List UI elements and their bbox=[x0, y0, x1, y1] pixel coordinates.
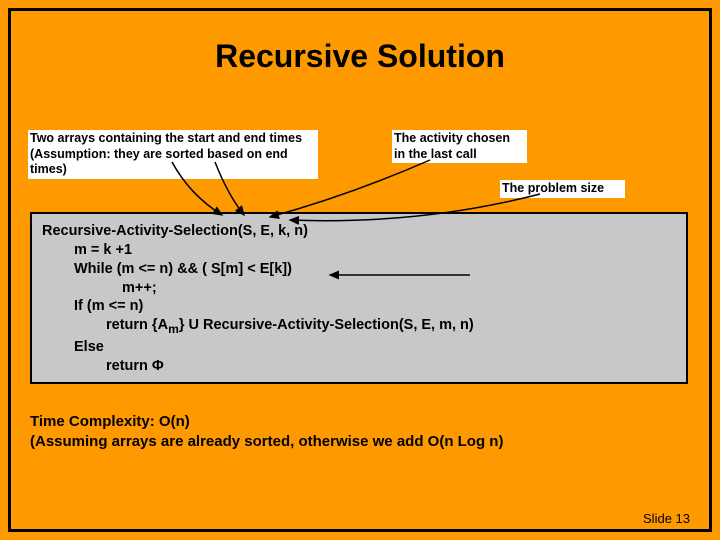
code-text: While (m <= n) && ( S[m] < E[k]) bbox=[42, 260, 292, 279]
code-text: (m <= n) bbox=[83, 298, 143, 314]
code-kw: return bbox=[106, 317, 148, 333]
code-kw: return bbox=[106, 358, 148, 374]
code-text: (m <= n) && ( S[m] < E[k]) bbox=[113, 261, 292, 277]
annotation-text: (Assumption: they are sorted based on en… bbox=[30, 147, 288, 177]
desc-text: (Assuming arrays are already sorted, oth… bbox=[30, 433, 503, 450]
code-text: If (m <= n) bbox=[42, 297, 143, 316]
code-line: Recursive-Activity-Selection(S, E, k, n) bbox=[42, 222, 676, 241]
code-text: return Φ bbox=[42, 357, 164, 376]
annotation-text: The problem size bbox=[502, 181, 604, 195]
code-kw: Recursive-Activity-Selection bbox=[203, 317, 399, 333]
time-complexity: Time Complexity: O(n) (Assuming arrays a… bbox=[30, 412, 688, 451]
code-sub: m bbox=[168, 322, 179, 336]
code-kw: Else bbox=[42, 338, 104, 357]
page-title: Recursive Solution bbox=[0, 38, 720, 75]
code-line: If (m <= n) bbox=[42, 297, 676, 316]
code-kw: If bbox=[74, 298, 83, 314]
annotation-arrays: Two arrays containing the start and end … bbox=[28, 130, 318, 179]
annotation-text: Two arrays containing the start and end … bbox=[30, 131, 302, 145]
code-kw: Recursive-Activity-Selection bbox=[42, 223, 238, 239]
code-line: m++; bbox=[42, 279, 676, 298]
code-text: Φ bbox=[148, 358, 164, 374]
annotation-text: in the last call bbox=[394, 147, 477, 161]
code-line: While (m <= n) && ( S[m] < E[k]) bbox=[42, 260, 676, 279]
code-text: } U bbox=[179, 317, 203, 333]
code-line: return Φ bbox=[42, 357, 676, 376]
code-text: (S, E, m, n) bbox=[399, 317, 474, 333]
code-text: m = k +1 bbox=[42, 241, 132, 260]
code-box: Recursive-Activity-Selection(S, E, k, n)… bbox=[30, 212, 688, 384]
slide-number: Slide 13 bbox=[643, 511, 690, 526]
code-line: m = k +1 bbox=[42, 241, 676, 260]
desc-text: Time Complexity: O(n) bbox=[30, 413, 190, 430]
annotation-text: The activity chosen bbox=[394, 131, 510, 145]
annotation-problem-size: The problem size bbox=[500, 180, 625, 198]
code-text: m++; bbox=[42, 279, 157, 298]
code-line: Else bbox=[42, 338, 676, 357]
code-line: return {Am} U Recursive-Activity-Selecti… bbox=[42, 316, 676, 338]
code-kw: While bbox=[74, 261, 113, 277]
code-text: return {Am} U Recursive-Activity-Selecti… bbox=[42, 316, 474, 338]
code-text: (S, E, k, n) bbox=[238, 223, 308, 239]
code-text: {A bbox=[148, 317, 168, 333]
annotation-activity-chosen: The activity chosen in the last call bbox=[392, 130, 527, 163]
